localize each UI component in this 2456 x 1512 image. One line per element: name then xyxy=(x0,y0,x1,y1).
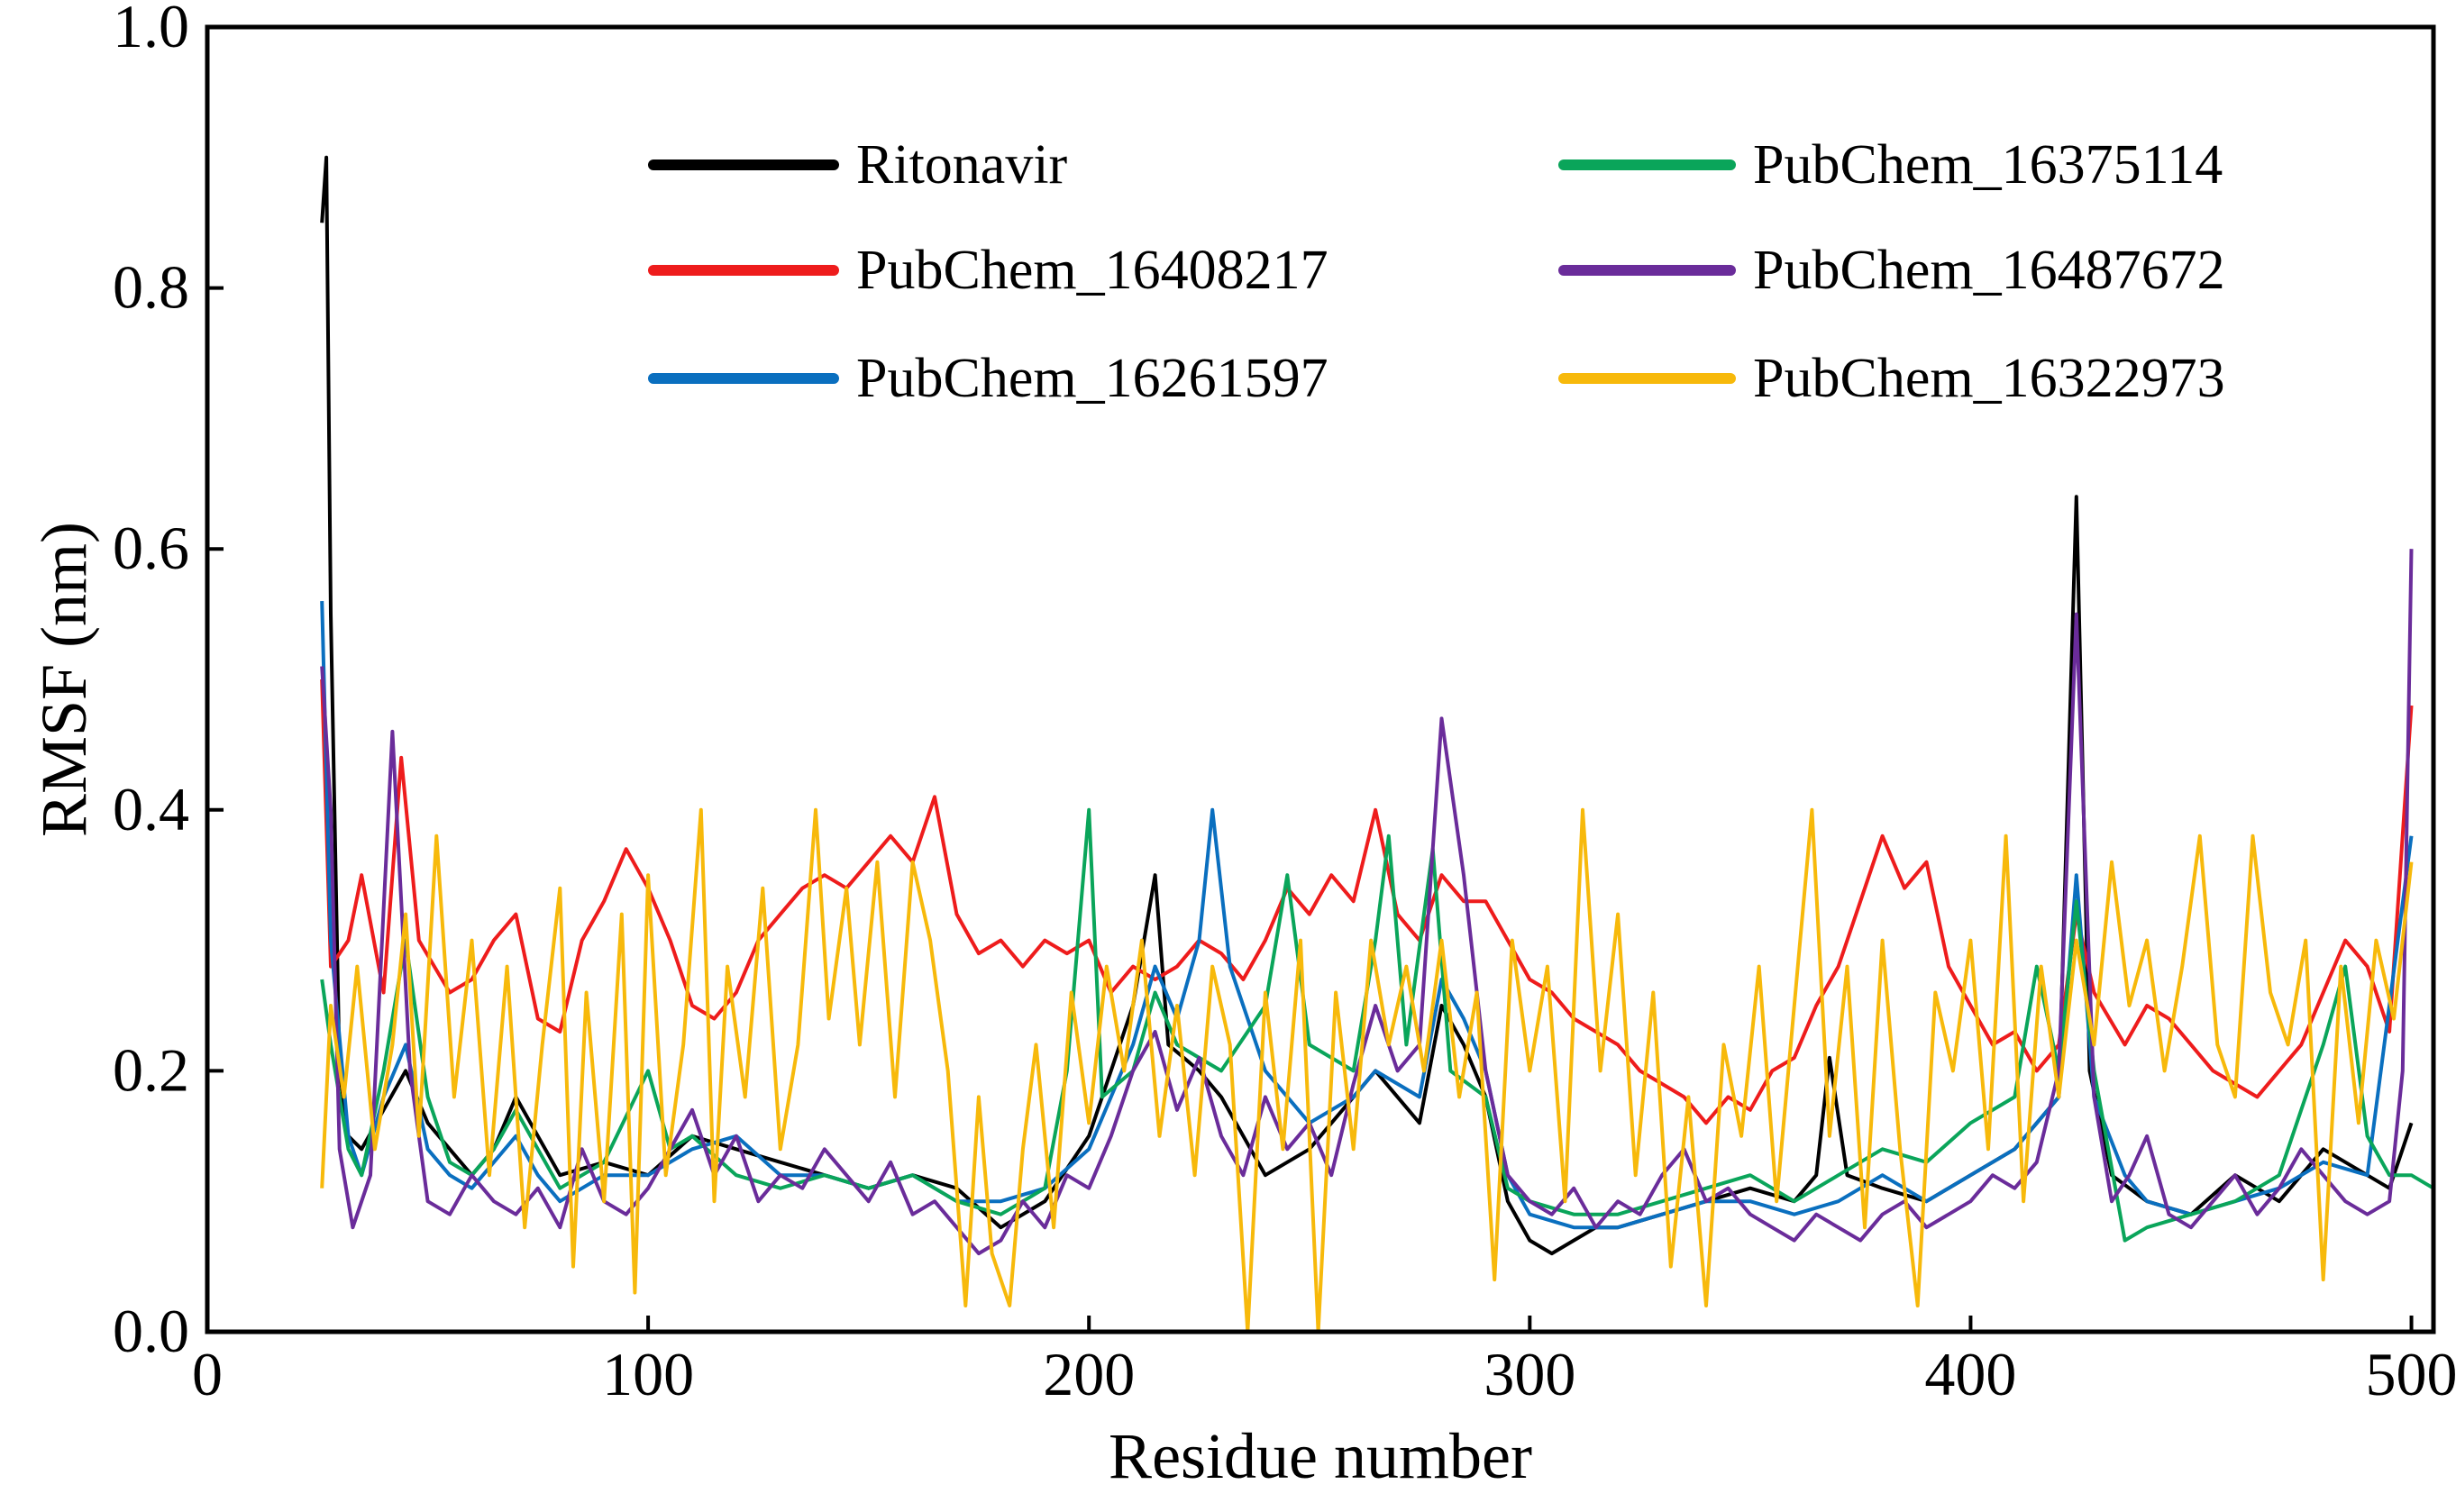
y-tick-label: 0.0 xyxy=(113,1297,189,1365)
y-tick-label: 0.6 xyxy=(113,514,189,582)
x-tick-label: 0 xyxy=(192,1340,223,1408)
legend-label-4: PubChem_16375114 xyxy=(1753,134,2223,196)
x-tick-label: 200 xyxy=(1043,1340,1135,1408)
legend-label-2: PubChem_16408217 xyxy=(856,240,1328,301)
y-tick-label: 1.0 xyxy=(113,0,189,60)
y-tick-label: 0.8 xyxy=(113,253,189,322)
x-tick-label: 100 xyxy=(602,1340,694,1408)
plot-series-group xyxy=(320,155,2435,1334)
plot-frame xyxy=(205,24,2436,1334)
y-tick-label: 0.4 xyxy=(113,775,189,843)
series-line-6 xyxy=(320,807,2414,1334)
x-axis-title: Residue number xyxy=(1109,1420,1532,1492)
legend-label-5: PubChem_16487672 xyxy=(1753,240,2225,301)
legend-label-1: Ritonavir xyxy=(856,134,1068,196)
x-tick-label: 500 xyxy=(2366,1340,2456,1408)
legend: Ritonavir PubChem_16408217 PubChem_1626159… xyxy=(648,134,2225,409)
y-tick-label: 0.2 xyxy=(113,1035,189,1104)
x-tick-label: 400 xyxy=(1924,1340,2016,1408)
y-axis-title: RMSF (nm) xyxy=(28,522,100,837)
x-tick-label: 300 xyxy=(1484,1340,1575,1408)
axis-ticks-group: 0 100 200 300 400 500 0.0 0.2 0.4 0.6 0.8 1.0 xyxy=(113,0,2456,1408)
legend-label-6: PubChem_16322973 xyxy=(1753,348,2225,409)
legend-label-3: PubChem_16261597 xyxy=(856,348,1328,409)
